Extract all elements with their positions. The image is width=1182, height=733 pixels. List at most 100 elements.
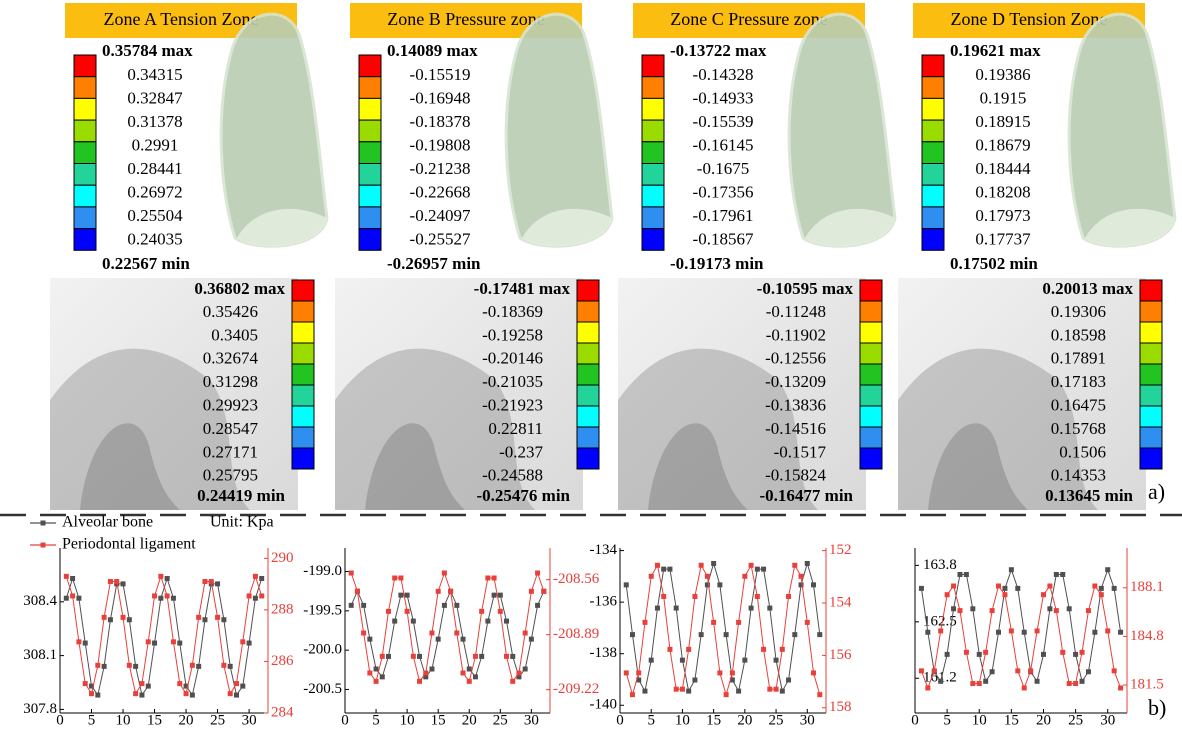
series-marker xyxy=(411,654,416,659)
colorbar-cell xyxy=(359,185,381,207)
series-marker xyxy=(108,579,113,584)
series-marker xyxy=(786,678,791,683)
colorbar-cell xyxy=(74,229,96,251)
x-tick-label: 5 xyxy=(88,712,96,728)
colorbar-cell xyxy=(577,343,599,364)
y2-tick-label: 181.5 xyxy=(1130,676,1164,692)
legend-value: 0.25795 xyxy=(203,466,258,485)
legend-min: 0.17502 min xyxy=(950,254,1038,273)
x-tick-label: 10 xyxy=(116,712,131,728)
series-marker xyxy=(736,620,741,625)
colorbar-cell xyxy=(292,322,314,343)
series-line xyxy=(626,563,820,691)
legend-value: -0.22668 xyxy=(410,182,471,201)
legend-value: 0.31378 xyxy=(127,112,182,131)
panel-label: b) xyxy=(1148,695,1166,720)
colorbar-cell xyxy=(577,448,599,469)
series-marker xyxy=(417,654,422,659)
series-marker xyxy=(529,637,534,642)
x-tick-label: 30 xyxy=(1100,712,1115,728)
legend-value: 0.31298 xyxy=(203,372,258,391)
x-tick-label: 20 xyxy=(179,712,194,728)
x-tick-label: 10 xyxy=(675,712,690,728)
series-marker xyxy=(442,603,447,608)
legend-value: 0.22811 xyxy=(488,419,543,438)
y2-tick-label: 184.8 xyxy=(1130,628,1164,644)
series-marker xyxy=(467,667,472,672)
series-marker xyxy=(215,615,220,620)
series-marker xyxy=(1002,592,1007,597)
colorbar-cell xyxy=(359,229,381,251)
series-marker xyxy=(811,582,816,587)
series-marker xyxy=(970,681,975,686)
series-marker xyxy=(405,593,410,598)
x-tick-label: 15 xyxy=(147,712,162,728)
series-marker xyxy=(624,582,629,587)
series-marker xyxy=(436,637,441,642)
legend-value: -0.25527 xyxy=(410,229,471,248)
series-marker xyxy=(1105,628,1110,633)
series-marker xyxy=(945,652,950,657)
legend-max: 0.14089 max xyxy=(387,41,478,60)
series-marker xyxy=(1099,586,1104,591)
x-tick-label: 10 xyxy=(972,712,987,728)
series-marker xyxy=(761,647,766,652)
series-marker xyxy=(535,603,540,608)
legend-value: -0.24588 xyxy=(482,466,543,485)
series-marker xyxy=(221,617,226,622)
series-marker xyxy=(436,589,441,594)
colorbar-cell xyxy=(860,448,882,469)
legend-value: 0.16475 xyxy=(1051,396,1106,415)
series-marker xyxy=(1092,630,1097,635)
colorbar-cell xyxy=(642,142,664,164)
legend-value: 0.17891 xyxy=(1051,349,1106,368)
series-marker xyxy=(190,663,195,668)
colorbar-cell xyxy=(922,207,944,229)
series-marker xyxy=(649,574,654,579)
series-marker xyxy=(699,563,704,568)
colorbar-cell xyxy=(292,343,314,364)
y-tick-label: -199.0 xyxy=(303,563,342,579)
legend-value: 0.18915 xyxy=(975,112,1030,131)
legend-marker xyxy=(41,543,46,548)
series-marker xyxy=(945,592,950,597)
series-marker xyxy=(636,670,641,675)
colorbar-cell xyxy=(922,142,944,164)
series-marker xyxy=(504,654,509,659)
zone-title: Zone A Tension Zone xyxy=(104,9,259,29)
colorbar-cell xyxy=(1140,343,1162,364)
series-marker xyxy=(177,681,182,686)
series-marker xyxy=(964,650,969,655)
series-marker xyxy=(64,596,69,601)
series-marker xyxy=(938,628,943,633)
colorbar-cell xyxy=(922,55,944,77)
series-marker xyxy=(938,679,943,684)
series-marker xyxy=(95,663,100,668)
series-marker xyxy=(83,641,88,646)
series-marker xyxy=(983,679,988,684)
series-marker xyxy=(392,576,397,581)
series-marker xyxy=(1028,668,1033,673)
colorbar-cell xyxy=(74,120,96,142)
series-marker xyxy=(114,579,119,584)
colorbar-cell xyxy=(922,77,944,99)
x-tick-label: 0 xyxy=(911,712,919,728)
legend-value: -0.21923 xyxy=(482,396,543,415)
series-marker xyxy=(674,606,679,611)
legend-value: -0.18567 xyxy=(693,229,754,248)
legend-max: 0.20013 max xyxy=(1042,279,1133,298)
series-marker xyxy=(649,658,654,663)
x-tick-label: 20 xyxy=(462,712,477,728)
y-tick-label: 163.8 xyxy=(923,557,957,573)
series-marker xyxy=(374,679,379,684)
series-marker xyxy=(467,679,472,684)
series-marker xyxy=(730,670,735,675)
series-marker xyxy=(523,631,528,636)
series-marker xyxy=(479,609,484,614)
legend-max: -0.17481 max xyxy=(474,279,571,298)
colorbar-cell xyxy=(1140,280,1162,301)
series-marker xyxy=(749,563,754,568)
series-marker xyxy=(977,652,982,657)
legend-value: -0.11248 xyxy=(766,302,826,321)
colorbar-cell xyxy=(359,142,381,164)
